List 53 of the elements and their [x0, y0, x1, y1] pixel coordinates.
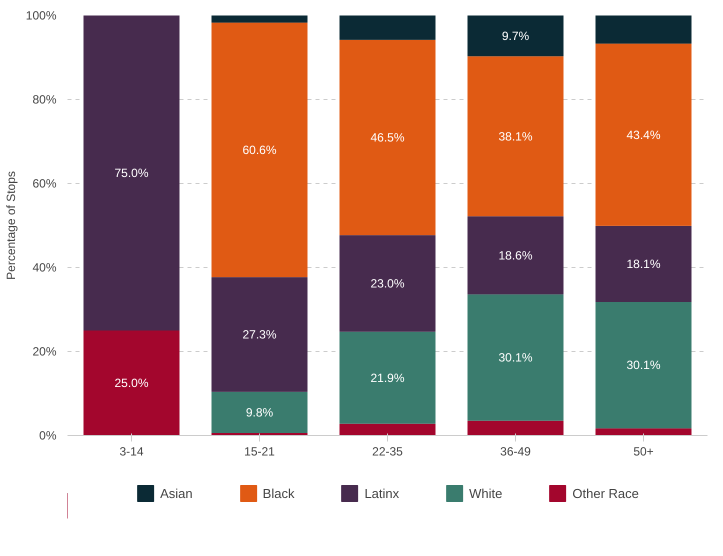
x-tick-label: 36-49 [500, 444, 532, 458]
legend-label: Other Race [572, 486, 639, 500]
bar [340, 16, 436, 40]
data-label: 27.3% [242, 327, 277, 342]
y-tick-label: 40% [32, 260, 57, 274]
bar [596, 302, 692, 428]
data-label: 18.6% [498, 248, 533, 262]
data-label: 46.5% [370, 130, 405, 145]
x-tick-label: 3-14 [119, 444, 144, 458]
bar [340, 332, 436, 424]
data-label: 75.0% [114, 166, 149, 180]
legend-label: Asian [160, 486, 193, 500]
bar [212, 392, 308, 433]
data-label: 30.1% [626, 358, 661, 372]
bar [596, 44, 692, 226]
data-label: 30.1% [498, 350, 533, 365]
data-label: 25.0% [114, 376, 149, 390]
bar [340, 235, 436, 332]
data-label: 38.1% [498, 129, 533, 144]
y-tick-label: 60% [32, 176, 57, 190]
bar [212, 277, 308, 392]
y-tick-label: 20% [32, 344, 57, 358]
legend-label: Latinx [364, 486, 400, 500]
data-label: 60.6% [242, 142, 277, 157]
bar [596, 226, 692, 302]
legend-label: Black [262, 486, 294, 500]
bar [84, 16, 180, 330]
bar [468, 294, 564, 421]
bar [340, 424, 436, 436]
data-label: 21.9% [370, 370, 405, 385]
y-axis-title: Percentage of Stops [4, 171, 18, 280]
data-label: 9.8% [246, 405, 274, 420]
data-label: 9.7% [502, 28, 530, 43]
data-label: 23.0% [370, 276, 405, 290]
y-tick-label: 100% [26, 8, 57, 22]
x-tick-label: 22-35 [372, 444, 404, 458]
bar [340, 40, 436, 236]
data-label: 18.1% [626, 256, 661, 271]
bar [468, 420, 564, 436]
bar [84, 330, 180, 436]
x-tick-label: 15-21 [244, 444, 276, 458]
data-label: 43.4% [626, 128, 661, 142]
bar [212, 16, 308, 23]
bar [468, 16, 564, 56]
y-tick-label: 80% [32, 92, 57, 106]
bar [596, 16, 692, 44]
bar [212, 22, 308, 278]
bar [468, 56, 564, 216]
x-tick-label: 50+ [633, 444, 654, 458]
legend-label: White [469, 486, 502, 500]
bar [596, 428, 692, 436]
y-tick-label: 0% [39, 428, 57, 442]
bar [468, 216, 564, 294]
